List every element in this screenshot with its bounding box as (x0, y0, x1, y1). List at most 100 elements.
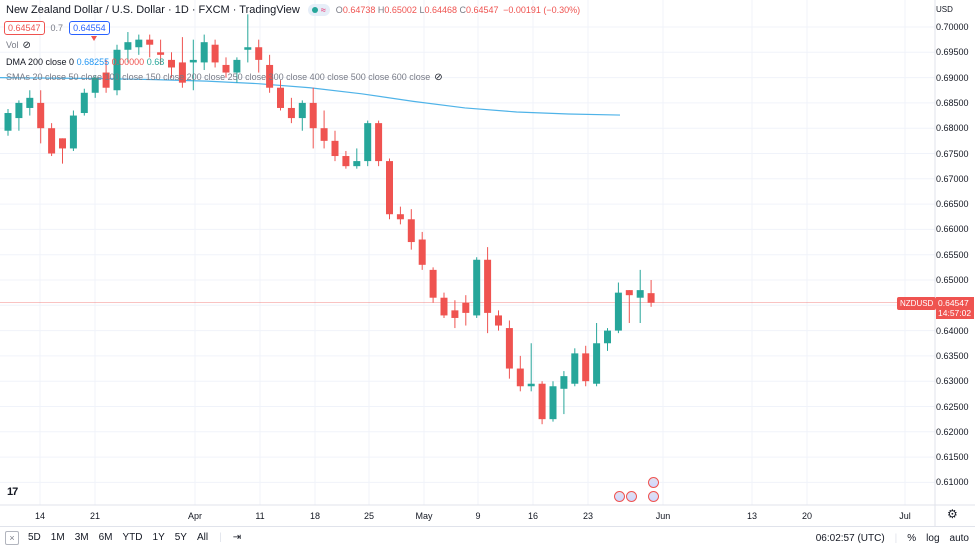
eye-icon[interactable]: ⊘ (434, 72, 443, 83)
candle[interactable] (495, 310, 502, 331)
chart-grid (0, 0, 935, 505)
candle[interactable] (309, 87, 317, 149)
candle[interactable] (451, 300, 459, 329)
volume-indicator-legend[interactable]: Vol ⊘ (6, 40, 31, 51)
chart-header: New Zealand Dollar / U.S. Dollar · 1D · … (6, 4, 580, 16)
candle[interactable] (168, 52, 175, 78)
candle[interactable] (15, 100, 23, 131)
candle[interactable] (113, 44, 121, 96)
candle[interactable] (48, 123, 56, 157)
auto-toggle[interactable]: auto (949, 532, 969, 544)
candle[interactable] (396, 206, 404, 225)
log-toggle[interactable]: log (926, 532, 940, 544)
candle[interactable] (386, 158, 393, 220)
candle[interactable] (636, 269, 644, 324)
candle[interactable] (505, 320, 513, 379)
candle[interactable] (331, 130, 339, 162)
market-status[interactable]: ≈ (307, 4, 330, 16)
candle[interactable] (353, 148, 361, 169)
candle[interactable] (375, 120, 383, 167)
candle[interactable] (157, 39, 165, 65)
candle[interactable] (320, 110, 328, 149)
candle[interactable] (429, 267, 437, 303)
candle[interactable] (484, 247, 492, 334)
range-1m[interactable]: 1M (50, 532, 65, 543)
candle[interactable] (462, 295, 470, 326)
candle-body (429, 269, 437, 298)
candle[interactable] (516, 355, 524, 392)
symbol-title[interactable]: New Zealand Dollar / U.S. Dollar · 1D · … (6, 4, 300, 16)
candle[interactable] (69, 110, 77, 151)
close-icon[interactable]: × (5, 530, 19, 545)
candle[interactable] (91, 75, 99, 98)
range-ytd[interactable]: YTD (122, 532, 143, 543)
low-value: 0.64468 (424, 5, 457, 15)
percent-toggle[interactable]: % (907, 532, 917, 544)
utc-clock[interactable]: 06:02:57 (UTC) (815, 532, 885, 544)
candle[interactable] (647, 280, 655, 307)
gear-icon[interactable]: ⚙ (947, 507, 958, 521)
range-5d[interactable]: 5D (28, 532, 41, 543)
candle[interactable] (200, 34, 208, 71)
us-flag-event-icon[interactable] (614, 491, 625, 502)
currency-label[interactable]: USD (936, 5, 953, 14)
candle[interactable] (135, 34, 143, 55)
candle[interactable] (342, 150, 350, 169)
candle[interactable] (604, 328, 611, 351)
candle[interactable] (4, 108, 12, 136)
tradingview-logo-icon[interactable]: 17 (7, 486, 18, 498)
candle[interactable] (473, 257, 481, 318)
candle[interactable] (549, 381, 557, 422)
candle[interactable] (364, 120, 372, 167)
candle[interactable] (211, 39, 219, 68)
candle[interactable] (593, 323, 601, 387)
sell-price-button[interactable]: 0.64547 (4, 21, 45, 35)
candle[interactable] (80, 88, 88, 116)
candle[interactable] (255, 39, 263, 73)
candle[interactable] (440, 292, 448, 318)
candle[interactable] (146, 34, 154, 58)
candle[interactable] (571, 348, 579, 387)
candle[interactable] (407, 209, 415, 250)
nz-flag-event-icon[interactable] (648, 477, 659, 488)
candle[interactable] (527, 343, 535, 392)
candle[interactable] (287, 97, 295, 124)
range-5y[interactable]: 5Y (174, 532, 187, 543)
candle[interactable] (59, 138, 66, 164)
candle[interactable] (298, 100, 306, 131)
candle[interactable] (560, 371, 568, 415)
candle-body (15, 102, 23, 119)
goto-date-icon[interactable]: ⇥ (232, 532, 242, 543)
us-flag-event-icon[interactable] (626, 491, 637, 502)
dma-indicator-legend[interactable]: DMA 200 close 0 0.68255 0.00000 0.68 (6, 57, 165, 67)
candle[interactable] (244, 14, 252, 63)
candle[interactable] (189, 39, 197, 91)
candle[interactable] (37, 90, 45, 144)
candle[interactable] (233, 57, 241, 83)
sma-indicator-legend[interactable]: SMAs 20 close 50 close 100 close 150 clo… (6, 72, 443, 83)
candle-body (604, 330, 611, 344)
candle[interactable] (418, 231, 426, 270)
candle-body (364, 123, 372, 162)
eye-icon[interactable]: ⊘ (22, 40, 31, 51)
range-all[interactable]: All (196, 532, 209, 543)
range-3m[interactable]: 3M (74, 532, 89, 543)
candle-body (266, 64, 274, 88)
candle[interactable] (178, 37, 186, 88)
candle[interactable] (625, 290, 633, 324)
candle[interactable] (102, 59, 110, 93)
candle[interactable] (582, 345, 590, 387)
candle[interactable] (26, 90, 34, 116)
candle[interactable] (124, 32, 132, 63)
candle[interactable] (277, 80, 284, 111)
buy-price-button[interactable]: 0.64554 (69, 21, 110, 35)
range-6m[interactable]: 6M (98, 532, 113, 543)
candle[interactable] (222, 57, 230, 78)
us-flag-event-icon[interactable] (648, 491, 659, 502)
range-1y[interactable]: 1Y (152, 532, 165, 543)
candle-body (255, 47, 263, 60)
candle[interactable] (614, 282, 622, 334)
candle[interactable] (538, 381, 546, 425)
candle[interactable] (266, 54, 274, 93)
